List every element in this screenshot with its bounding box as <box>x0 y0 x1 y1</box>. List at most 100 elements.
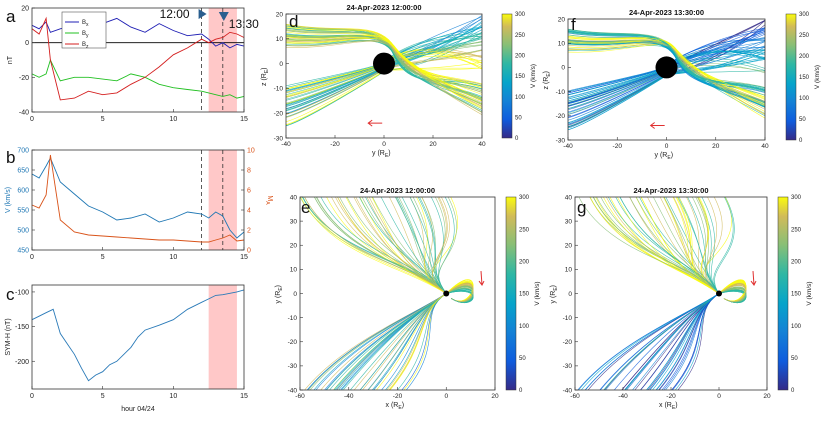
series-ma-line <box>31 154 245 243</box>
colorbar-tick-label: 0 <box>519 388 523 394</box>
field-line <box>286 35 482 102</box>
x-tick-label: -20 <box>666 393 676 400</box>
y-tick-label: -20 <box>288 339 298 346</box>
colorbar <box>505 196 517 391</box>
colorbar-tick-label: 300 <box>519 195 530 201</box>
y-tick-label: -30 <box>563 363 573 370</box>
y-tick-label: 10 <box>276 36 284 43</box>
x-tick-label: 10 <box>169 116 177 123</box>
field-line <box>568 39 765 105</box>
colorbar-tick-label: 200 <box>515 54 526 60</box>
y-tick-label: 600 <box>17 188 29 195</box>
x-tick-label: -20 <box>613 143 623 150</box>
x-tick-label: 20 <box>763 393 771 400</box>
panel-letter-d: d <box>289 12 298 31</box>
y-tick-label: 10 <box>558 41 566 48</box>
colorbar-tick-label: 300 <box>515 12 526 18</box>
field-line <box>609 197 747 302</box>
colorbar-tick-label: 200 <box>519 260 530 266</box>
panel-c: -100 -150 -200 0 5 10 15 SYM-H (nT) hour 04/24 <box>5 284 248 413</box>
legend-label: Bz <box>82 42 89 50</box>
panel-e: -60 -40 -20 0 20403020100-10-20-30-4024-Apr-… <box>275 186 541 411</box>
earth-disc <box>716 290 722 297</box>
colorbar-tick-label: 250 <box>799 33 810 39</box>
field-line <box>659 293 720 390</box>
y-axis-label: y (RE) <box>275 285 284 304</box>
legend-a: Bx By Bz <box>61 11 107 50</box>
series-symh-line <box>31 289 245 382</box>
x-axis-label: hour 04/24 <box>121 406 155 413</box>
colorbar-tick-label: 150 <box>515 74 526 80</box>
field-line <box>314 197 474 302</box>
colorbar-tick-label: 200 <box>791 260 802 266</box>
field-line <box>671 293 720 390</box>
x-tick-label: 40 <box>761 143 769 150</box>
colorbar <box>501 13 513 139</box>
y-axis-label: SYM-H (nT) <box>5 318 12 355</box>
y-tick-label: 10 <box>565 267 573 274</box>
colorbar-tick-label: 150 <box>519 292 530 298</box>
marker-triangle-down <box>218 12 229 21</box>
y-tick-label: -10 <box>556 89 566 96</box>
y-tick-label: -30 <box>274 135 284 142</box>
y-tick-label: 450 <box>17 248 29 255</box>
series-bz-line <box>31 16 245 101</box>
x-tick-label: -60 <box>570 393 580 400</box>
field-line <box>606 197 747 302</box>
y-tick-label: -10 <box>288 315 298 322</box>
x-tick-label: -20 <box>393 393 403 400</box>
colorbar-tick-label: 100 <box>519 324 530 330</box>
legend-label: Bx <box>82 20 89 28</box>
y-tick-label: 650 <box>17 168 29 175</box>
field-line <box>343 293 447 390</box>
colorbar-tick-label: 100 <box>515 95 526 101</box>
colorbar-label: V (km/s) <box>806 281 813 305</box>
colorbar-tick-label: 50 <box>515 116 522 122</box>
y-tick-label: -20 <box>556 113 566 120</box>
field-line <box>603 293 720 390</box>
field-line <box>286 28 482 90</box>
y-tick-label: 500 <box>17 228 29 235</box>
y-tick-label: -40 <box>288 387 298 394</box>
colorbar-tick-label: 100 <box>799 96 810 102</box>
earth-disc <box>443 290 450 297</box>
panel-title: 24-Apr-2023 12:00:00 <box>360 186 435 195</box>
x-tick-label: -60 <box>295 393 305 400</box>
y-axis-label: nT <box>7 55 14 64</box>
y-axis-label: V (km/s) <box>5 187 12 213</box>
colorbar-tick-label: 300 <box>791 195 802 201</box>
colorbar-tick-label: 150 <box>791 292 802 298</box>
plot-frame <box>31 284 245 390</box>
y-tick-label: 700 <box>17 148 29 155</box>
x-tick-label: 10 <box>169 393 177 400</box>
colorbar-tick-label: 50 <box>519 356 526 362</box>
y-tick-label: 30 <box>565 218 573 225</box>
y-tick-label: 0 <box>561 65 565 72</box>
y-tick-label: -20 <box>563 339 573 346</box>
legend-label: By <box>82 31 89 39</box>
field-line <box>568 31 765 91</box>
y2-tick-label: 0 <box>247 248 251 255</box>
y-tick-label: 550 <box>17 208 29 215</box>
x-tick-label: 0 <box>30 393 34 400</box>
series-bx-line <box>31 17 245 49</box>
y-tick-label: 20 <box>21 6 29 13</box>
x-tick-label: -40 <box>618 393 628 400</box>
field-line <box>397 293 447 390</box>
x-tick-label: 20 <box>429 141 437 148</box>
panel-letter-g: g <box>577 198 586 217</box>
colorbar-tick-label: 0 <box>515 136 519 142</box>
field-line <box>376 293 447 390</box>
y2-tick-label: 8 <box>247 168 251 175</box>
x-tick-label: 0 <box>717 393 721 400</box>
time-markers: 12:00 13:30 <box>160 7 260 31</box>
panel-b: 700 650 600 550 500 450 10 8 6 4 2 0 MA 0 5 10 15 V (km/s… <box>5 148 273 262</box>
y2-axis-label: MA <box>264 195 273 205</box>
marker-triangle-right <box>198 9 207 19</box>
field-line <box>406 293 447 390</box>
colorbar-tick-label: 300 <box>799 12 810 18</box>
direction-arrow <box>649 122 665 129</box>
x-tick-label: 20 <box>491 393 499 400</box>
